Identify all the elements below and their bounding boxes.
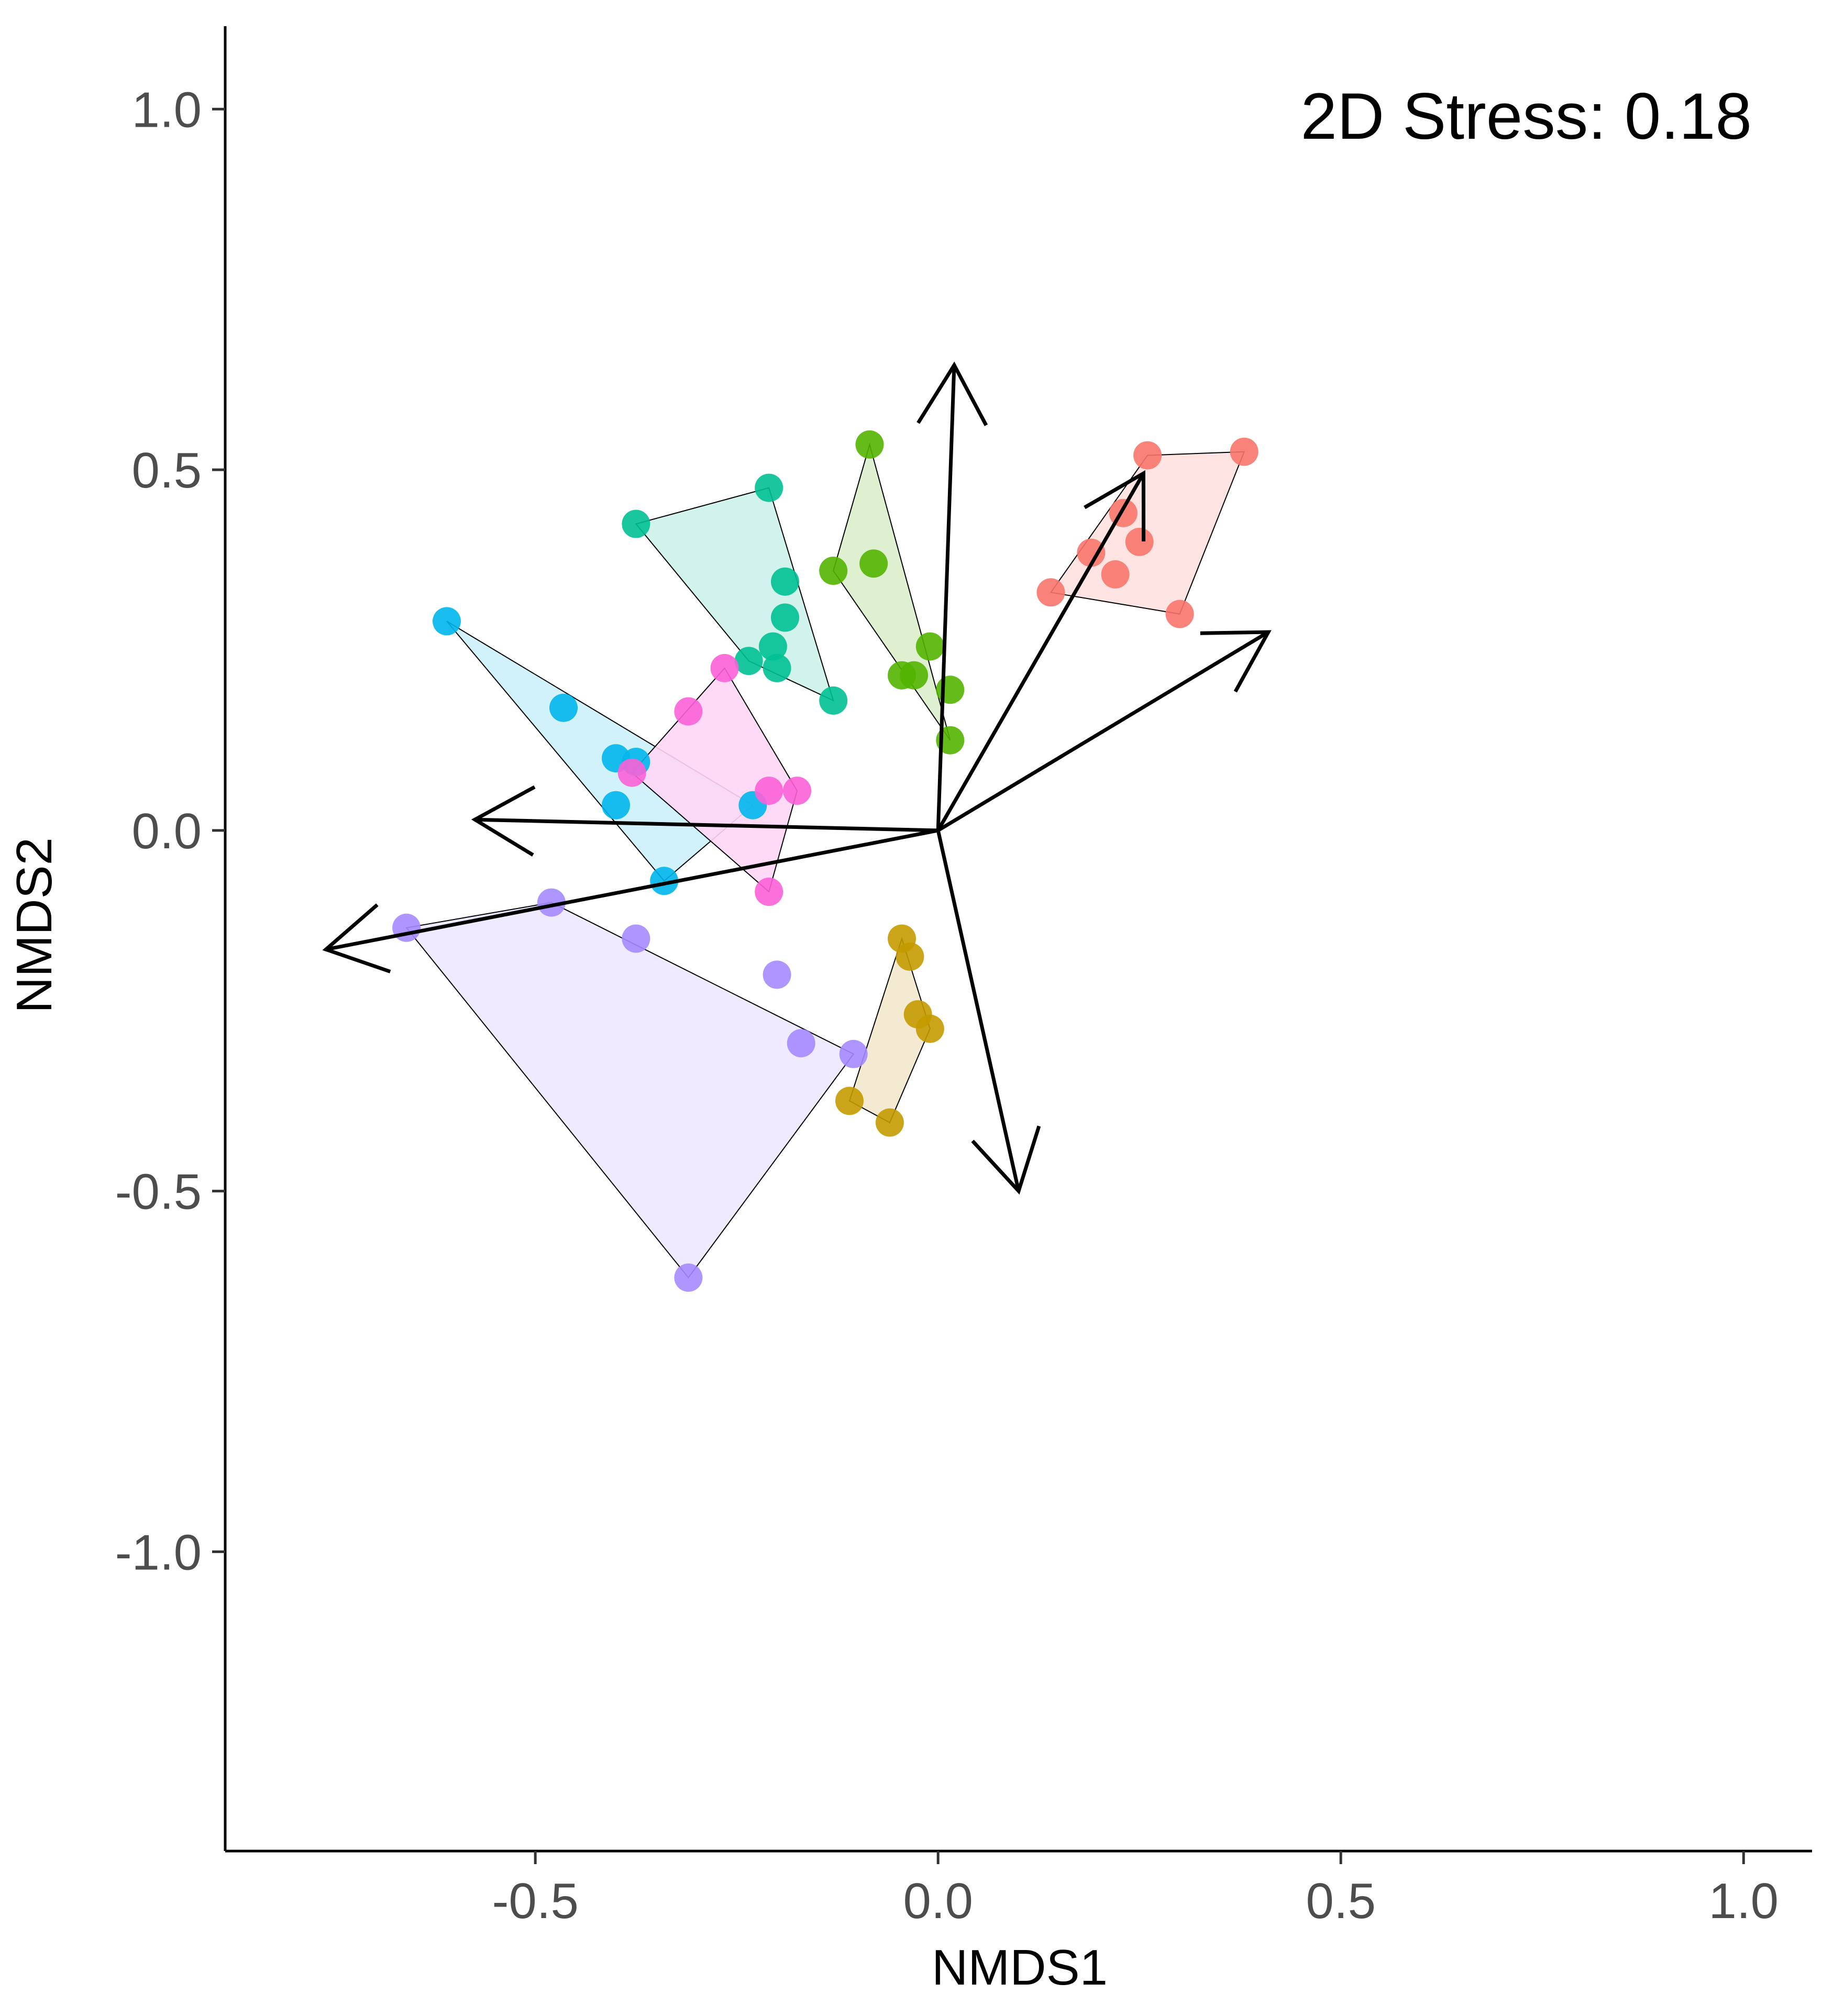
x-tick-label: 0.5 [1306,1873,1376,1929]
data-point [783,777,811,805]
data-point [839,1039,868,1068]
data-point [392,913,421,942]
arrow-head [916,361,988,426]
data-point [915,1014,944,1043]
data-point [433,607,461,636]
data-point [859,549,888,578]
env-vector-2 [936,471,1145,833]
data-point [710,653,739,682]
data-point [875,1108,904,1137]
x-tick-label: -0.5 [492,1873,578,1929]
data-point [758,632,787,661]
arrow-head [1084,470,1146,542]
axes: -0.5 0.0 0.5 1.0 1.0 0.5 0.0 -0.5 -1.0 [115,26,1812,1929]
data-point [1230,437,1258,466]
y-tick-label: -0.5 [115,1164,202,1220]
data-point [650,867,679,895]
data-point [835,1087,864,1115]
y-tick-label: 0.5 [132,442,202,499]
data-point [819,557,848,585]
data-point [787,1029,815,1058]
data-point [915,632,944,661]
group-hull-5 [446,621,754,882]
x-tick-label: 1.0 [1709,1873,1779,1929]
data-point [763,960,791,989]
data-point [771,567,799,596]
data-point [1101,560,1130,589]
data-point [617,758,646,787]
data-point [622,924,650,953]
data-point [819,686,848,715]
data-point [936,675,965,704]
data-point [755,473,783,502]
env-vector-1 [936,363,956,833]
stress-annotation: 2D Stress: 0.18 [1300,80,1752,153]
y-tick-label: 0.0 [132,803,202,859]
arrow-head [971,1125,1041,1195]
plot-area [322,361,1272,1292]
data-point [763,653,791,682]
data-point [734,647,763,675]
arrow-head [471,785,536,857]
data-point [537,888,566,917]
data-point [549,693,578,722]
data-point [622,509,650,538]
data-point [896,942,924,971]
data-point [602,791,630,819]
data-point [771,603,799,632]
data-point [900,661,929,690]
y-tick-label: 1.0 [132,82,202,138]
data-point [1133,441,1162,470]
data-point [674,697,703,726]
env-vector-3 [936,630,1271,833]
y-tick-label: -1.0 [115,1524,202,1580]
data-point [1036,578,1065,607]
env-vector-6 [936,828,1021,1193]
data-point [1125,527,1154,556]
data-point [755,777,783,805]
x-tick-label: 0.0 [903,1873,973,1929]
env-vector-4 [473,817,940,833]
arrow-head [322,903,391,973]
env-vector-5 [324,828,940,951]
data-point [855,430,884,459]
arrow-head [1200,630,1272,693]
data-point [1165,600,1194,628]
data-point [755,878,783,906]
x-axis-title: NMDS1 [932,1940,1108,1996]
data-point [1077,538,1106,567]
data-point [674,1263,703,1292]
y-axis-title: NMDS2 [6,837,62,1013]
